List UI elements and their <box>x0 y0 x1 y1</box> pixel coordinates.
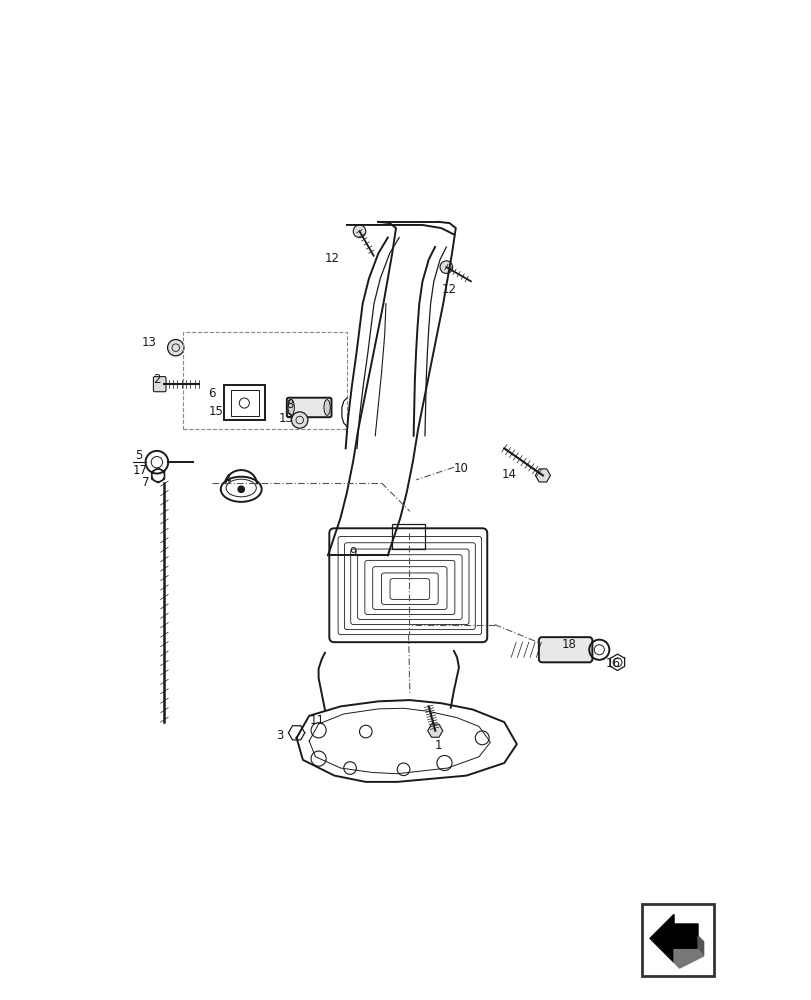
Polygon shape <box>673 950 703 968</box>
Text: 4: 4 <box>223 473 231 486</box>
Circle shape <box>291 412 307 428</box>
Text: 9: 9 <box>349 546 357 559</box>
Text: 13: 13 <box>278 412 293 425</box>
Text: 2: 2 <box>153 373 161 386</box>
Text: 10: 10 <box>453 462 468 475</box>
Ellipse shape <box>288 400 294 415</box>
Text: 3: 3 <box>276 729 283 742</box>
Text: 11: 11 <box>310 714 324 727</box>
Text: 15: 15 <box>208 405 223 418</box>
Text: 5: 5 <box>135 449 143 462</box>
Ellipse shape <box>324 400 330 415</box>
FancyBboxPatch shape <box>286 398 331 417</box>
Bar <box>183 332 346 429</box>
Circle shape <box>238 486 244 492</box>
Text: 8: 8 <box>286 398 294 411</box>
Text: 7: 7 <box>142 476 149 489</box>
Bar <box>392 524 424 549</box>
Text: 14: 14 <box>501 468 516 481</box>
Text: 12: 12 <box>324 252 340 265</box>
Circle shape <box>167 339 184 356</box>
Text: 16: 16 <box>605 657 620 670</box>
Bar <box>224 385 265 420</box>
FancyBboxPatch shape <box>539 637 592 662</box>
Circle shape <box>440 261 452 273</box>
Text: 13: 13 <box>141 336 156 349</box>
Circle shape <box>353 225 366 238</box>
Polygon shape <box>534 469 550 482</box>
Polygon shape <box>427 724 442 737</box>
Text: 6: 6 <box>208 387 215 400</box>
Polygon shape <box>697 936 703 956</box>
FancyBboxPatch shape <box>153 377 165 392</box>
Polygon shape <box>650 914 697 962</box>
Text: 17: 17 <box>133 464 148 477</box>
Bar <box>230 390 259 416</box>
Text: 12: 12 <box>441 283 456 296</box>
Text: 18: 18 <box>561 638 576 651</box>
Text: 1: 1 <box>435 739 442 752</box>
